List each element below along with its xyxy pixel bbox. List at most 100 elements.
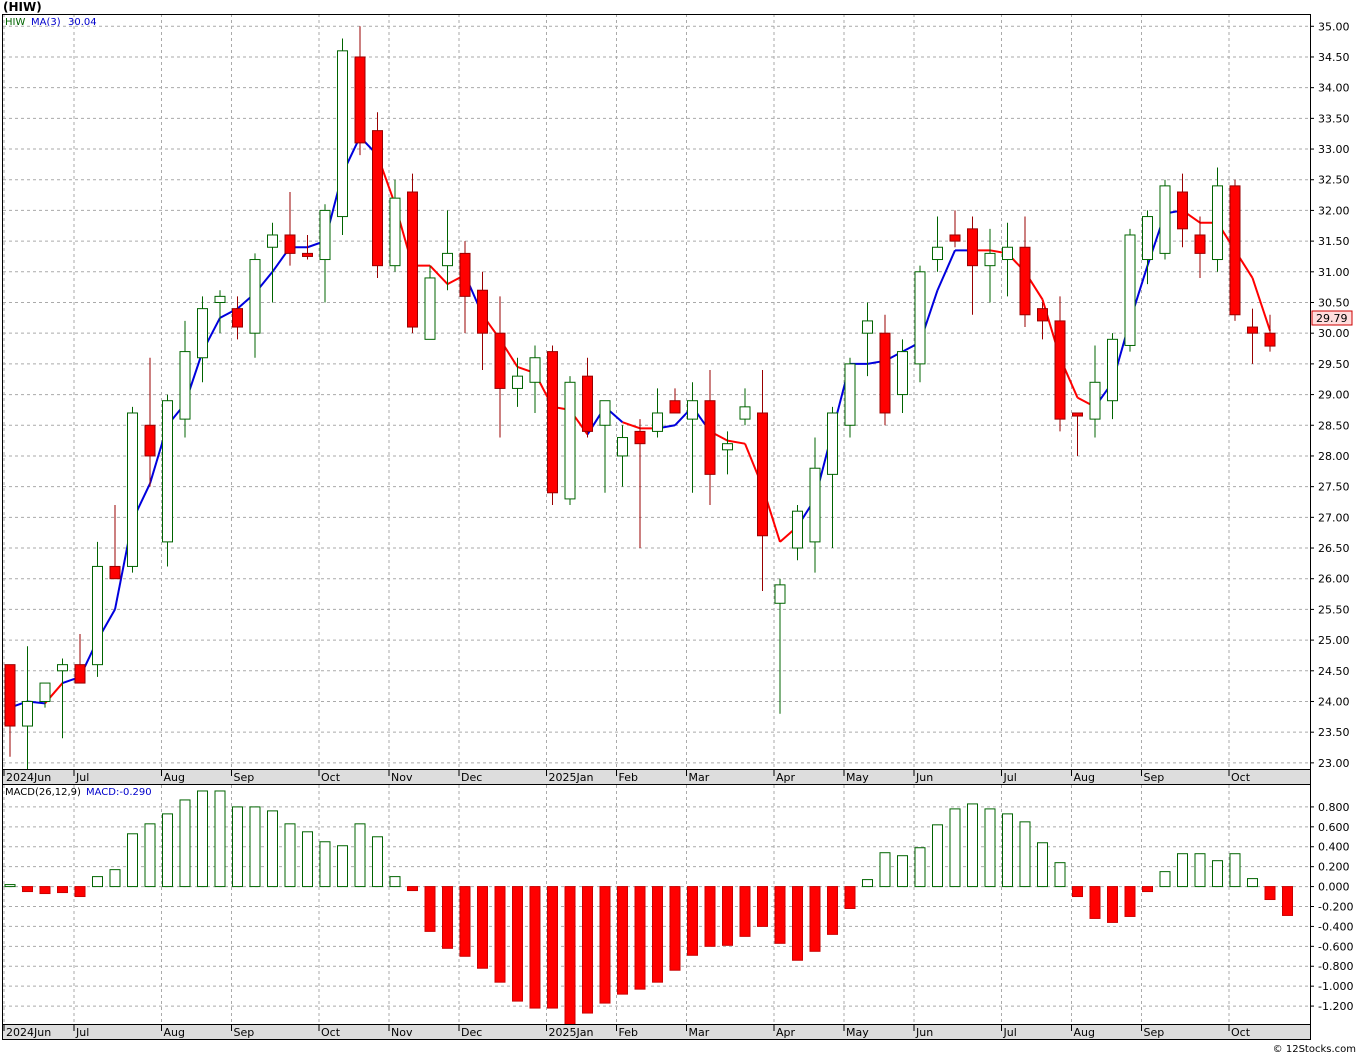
- footer-credit: © 12Stocks.com: [1273, 1044, 1356, 1055]
- up-candle: [529, 345, 541, 413]
- macd-bar-negative: [1124, 886, 1136, 917]
- down-candle: [1264, 314, 1276, 352]
- up-candle: [92, 541, 103, 677]
- candle-body: [144, 424, 156, 457]
- macd-bar-positive: [1177, 853, 1188, 888]
- macd-bar-positive: [372, 836, 383, 888]
- candle-body: [1037, 308, 1048, 322]
- macd-bar-positive: [1247, 878, 1258, 888]
- macd-x-label: Aug: [164, 1026, 185, 1039]
- macd-bar-negative: [477, 886, 488, 969]
- ma-segment: [936, 249, 956, 291]
- candle-body: [914, 271, 926, 365]
- down-candle: [547, 345, 558, 506]
- candle-body: [722, 443, 733, 451]
- macd-tick-label: -0.800: [1318, 960, 1353, 973]
- price-x-label: Jul: [75, 771, 89, 784]
- candle-body: [827, 412, 838, 475]
- macd-bar-positive: [897, 855, 908, 888]
- candle-body: [1159, 185, 1171, 254]
- down-candle: [582, 357, 593, 438]
- macd-bar-negative: [1264, 886, 1276, 901]
- price-tick-label: 29.00: [1318, 389, 1350, 402]
- macd-bar-positive: [879, 852, 891, 888]
- down-candle: [109, 505, 121, 580]
- macd-bar-negative: [494, 886, 506, 983]
- up-candle: [809, 437, 821, 573]
- price-tick-label: 29.50: [1318, 358, 1350, 371]
- macd-bar-negative: [617, 886, 628, 995]
- macd-bar-negative: [652, 886, 663, 983]
- candle-body: [74, 664, 86, 684]
- macd-bar-positive: [284, 823, 296, 888]
- macd-bar-positive: [1019, 821, 1031, 888]
- candle-body: [862, 320, 873, 334]
- macd-bar-negative: [687, 886, 698, 956]
- macd-tick-label: 0.800: [1318, 801, 1350, 814]
- macd-tick-label: -0.600: [1318, 940, 1353, 953]
- price-tick-label: 34.50: [1318, 51, 1350, 64]
- up-candle: [739, 388, 751, 426]
- macd-bar-positive: [949, 808, 961, 888]
- down-candle: [1247, 308, 1258, 364]
- down-candle: [144, 357, 156, 487]
- candle-body: [22, 700, 33, 727]
- macd-bar-negative: [827, 886, 838, 935]
- macd-legend-label: MACD(26,12,9): [5, 787, 81, 798]
- candle-body: [389, 197, 401, 267]
- price-tick-label: 25.50: [1318, 603, 1350, 616]
- candle-body: [932, 246, 943, 261]
- macd-bar-negative: [582, 886, 593, 1014]
- macd-bar-positive: [914, 847, 926, 888]
- up-candle: [932, 216, 943, 272]
- macd-bar-positive: [389, 876, 401, 888]
- price-grid: [3, 14, 1310, 769]
- up-candle: [617, 425, 628, 487]
- price-tick-label: 27.50: [1318, 481, 1350, 494]
- up-candle: [162, 394, 173, 567]
- macd-tick-label: 0.000: [1318, 881, 1350, 894]
- macd-bar-negative: [22, 886, 33, 893]
- price-tick-label: 31.00: [1318, 266, 1350, 279]
- up-candle: [39, 682, 51, 708]
- macd-bar-negative: [547, 886, 558, 1009]
- candle-body: [1124, 234, 1136, 346]
- down-candle: [1072, 412, 1083, 456]
- up-candle: [1159, 179, 1171, 260]
- candle-body: [792, 510, 803, 549]
- price-x-label: 2025Jan: [549, 771, 594, 784]
- candle-body: [109, 565, 121, 580]
- candle-body: [267, 234, 278, 248]
- macd-x-label: Sep: [1144, 1026, 1165, 1039]
- candle-body: [179, 351, 191, 420]
- price-tick-label: 27.00: [1318, 511, 1350, 524]
- down-candle: [669, 388, 681, 414]
- macd-bar-negative: [442, 886, 453, 949]
- candle-body: [1177, 191, 1188, 230]
- down-candle: [494, 296, 506, 438]
- price-tick-label: 33.00: [1318, 143, 1350, 156]
- price-x-label: Aug: [164, 771, 185, 784]
- candle-body: [1229, 185, 1241, 316]
- up-candle: [792, 505, 803, 561]
- macd-bar-positive: [109, 869, 121, 888]
- candle-body: [774, 584, 786, 604]
- macd-x-label: 2025Jan: [549, 1026, 594, 1039]
- candle-body: [494, 332, 506, 389]
- price-x-label: Sep: [1144, 771, 1165, 784]
- price-tick-label: 33.50: [1318, 112, 1350, 125]
- up-candle: [214, 290, 226, 334]
- macd-x-label: Oct: [1231, 1026, 1251, 1039]
- macd-tick-label: -1.000: [1318, 980, 1353, 993]
- up-candle: [319, 204, 331, 303]
- price-tick-label: 26.00: [1318, 573, 1350, 586]
- macd-bar-negative: [792, 886, 803, 961]
- up-candle: [197, 296, 208, 383]
- candle-body: [704, 400, 716, 475]
- candle-body: [372, 130, 383, 267]
- candle-body: [284, 234, 296, 254]
- price-x-label: Oct: [321, 771, 341, 784]
- macd-x-label: Sep: [234, 1026, 255, 1039]
- up-candle: [1089, 345, 1101, 438]
- candle-body: [879, 332, 891, 414]
